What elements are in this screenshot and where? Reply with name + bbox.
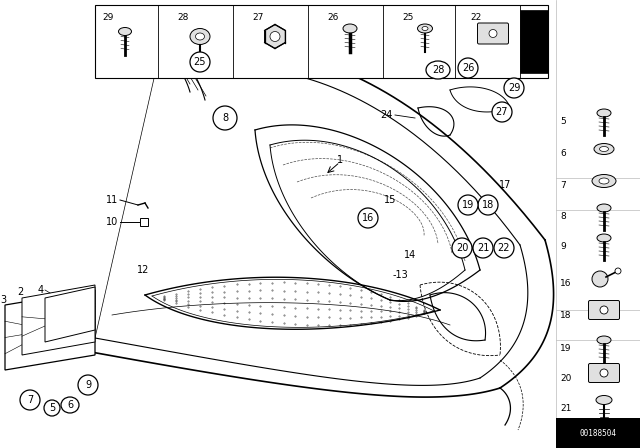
Circle shape <box>478 195 498 215</box>
Ellipse shape <box>190 29 210 44</box>
Text: 18: 18 <box>560 310 572 319</box>
Text: 3: 3 <box>0 295 6 305</box>
Text: 2: 2 <box>17 287 23 297</box>
Text: 25: 25 <box>402 13 413 22</box>
Ellipse shape <box>597 109 611 117</box>
Text: 11: 11 <box>106 195 118 205</box>
Text: 9: 9 <box>85 380 91 390</box>
Circle shape <box>270 31 280 42</box>
Text: 5: 5 <box>560 116 566 125</box>
Ellipse shape <box>592 175 616 188</box>
Polygon shape <box>22 285 95 355</box>
Text: 24: 24 <box>381 110 393 120</box>
Bar <box>556 418 640 448</box>
Ellipse shape <box>600 146 609 151</box>
Circle shape <box>78 375 98 395</box>
Circle shape <box>592 271 608 287</box>
Text: 16: 16 <box>362 213 374 223</box>
Text: 6: 6 <box>67 400 73 410</box>
Text: 7: 7 <box>560 181 566 190</box>
Text: 27: 27 <box>496 107 508 117</box>
Ellipse shape <box>426 61 450 79</box>
Text: 26: 26 <box>327 13 339 22</box>
Text: 15: 15 <box>384 195 396 205</box>
Text: 16: 16 <box>560 279 572 288</box>
Text: 25: 25 <box>194 57 206 67</box>
Polygon shape <box>5 290 95 370</box>
Circle shape <box>458 58 478 78</box>
Text: 22: 22 <box>470 13 481 22</box>
Text: 20: 20 <box>560 374 572 383</box>
Circle shape <box>44 400 60 416</box>
Ellipse shape <box>422 26 428 30</box>
Circle shape <box>20 390 40 410</box>
FancyBboxPatch shape <box>589 363 620 383</box>
Ellipse shape <box>417 24 433 33</box>
Circle shape <box>358 208 378 228</box>
Text: 28: 28 <box>177 13 188 22</box>
Circle shape <box>452 238 472 258</box>
FancyBboxPatch shape <box>477 23 509 44</box>
Bar <box>520 10 548 73</box>
Bar <box>140 218 148 226</box>
Text: 26: 26 <box>462 63 474 73</box>
Circle shape <box>190 52 210 72</box>
Text: 10: 10 <box>106 217 118 227</box>
Circle shape <box>213 106 237 130</box>
Text: 4: 4 <box>38 285 44 295</box>
Text: 22: 22 <box>498 243 510 253</box>
Circle shape <box>494 238 514 258</box>
Circle shape <box>458 195 478 215</box>
Text: 8: 8 <box>560 211 566 220</box>
Circle shape <box>492 102 512 122</box>
Bar <box>95 5 548 78</box>
Ellipse shape <box>597 234 611 242</box>
Text: 17: 17 <box>499 180 511 190</box>
Text: 27: 27 <box>252 13 264 22</box>
Text: 6: 6 <box>560 148 566 158</box>
Text: 7: 7 <box>27 395 33 405</box>
Circle shape <box>600 369 608 377</box>
Ellipse shape <box>195 33 205 40</box>
Ellipse shape <box>118 27 131 35</box>
Circle shape <box>615 268 621 274</box>
Ellipse shape <box>597 336 611 344</box>
Polygon shape <box>45 287 95 342</box>
Text: 20: 20 <box>456 243 468 253</box>
Text: 9: 9 <box>560 241 566 250</box>
Circle shape <box>600 306 608 314</box>
Text: 19: 19 <box>462 200 474 210</box>
Ellipse shape <box>343 24 357 33</box>
Ellipse shape <box>597 204 611 212</box>
Ellipse shape <box>594 143 614 155</box>
Text: -13: -13 <box>392 270 408 280</box>
Text: 18: 18 <box>482 200 494 210</box>
Text: 12: 12 <box>137 265 149 275</box>
Text: 28: 28 <box>432 65 444 75</box>
Circle shape <box>489 30 497 38</box>
Circle shape <box>504 78 524 98</box>
Ellipse shape <box>599 178 609 184</box>
Text: 21: 21 <box>477 243 489 253</box>
Circle shape <box>473 238 493 258</box>
Text: 8: 8 <box>222 113 228 123</box>
Text: 1: 1 <box>337 155 343 165</box>
Text: 29: 29 <box>102 13 113 22</box>
FancyBboxPatch shape <box>589 301 620 319</box>
Text: 21: 21 <box>560 404 572 413</box>
Text: 29: 29 <box>508 83 520 93</box>
Text: 14: 14 <box>404 250 416 260</box>
Text: 5: 5 <box>49 403 55 413</box>
Ellipse shape <box>596 396 612 405</box>
Polygon shape <box>264 25 285 48</box>
Text: 19: 19 <box>560 344 572 353</box>
Text: 00188504: 00188504 <box>579 428 616 438</box>
Ellipse shape <box>61 397 79 413</box>
